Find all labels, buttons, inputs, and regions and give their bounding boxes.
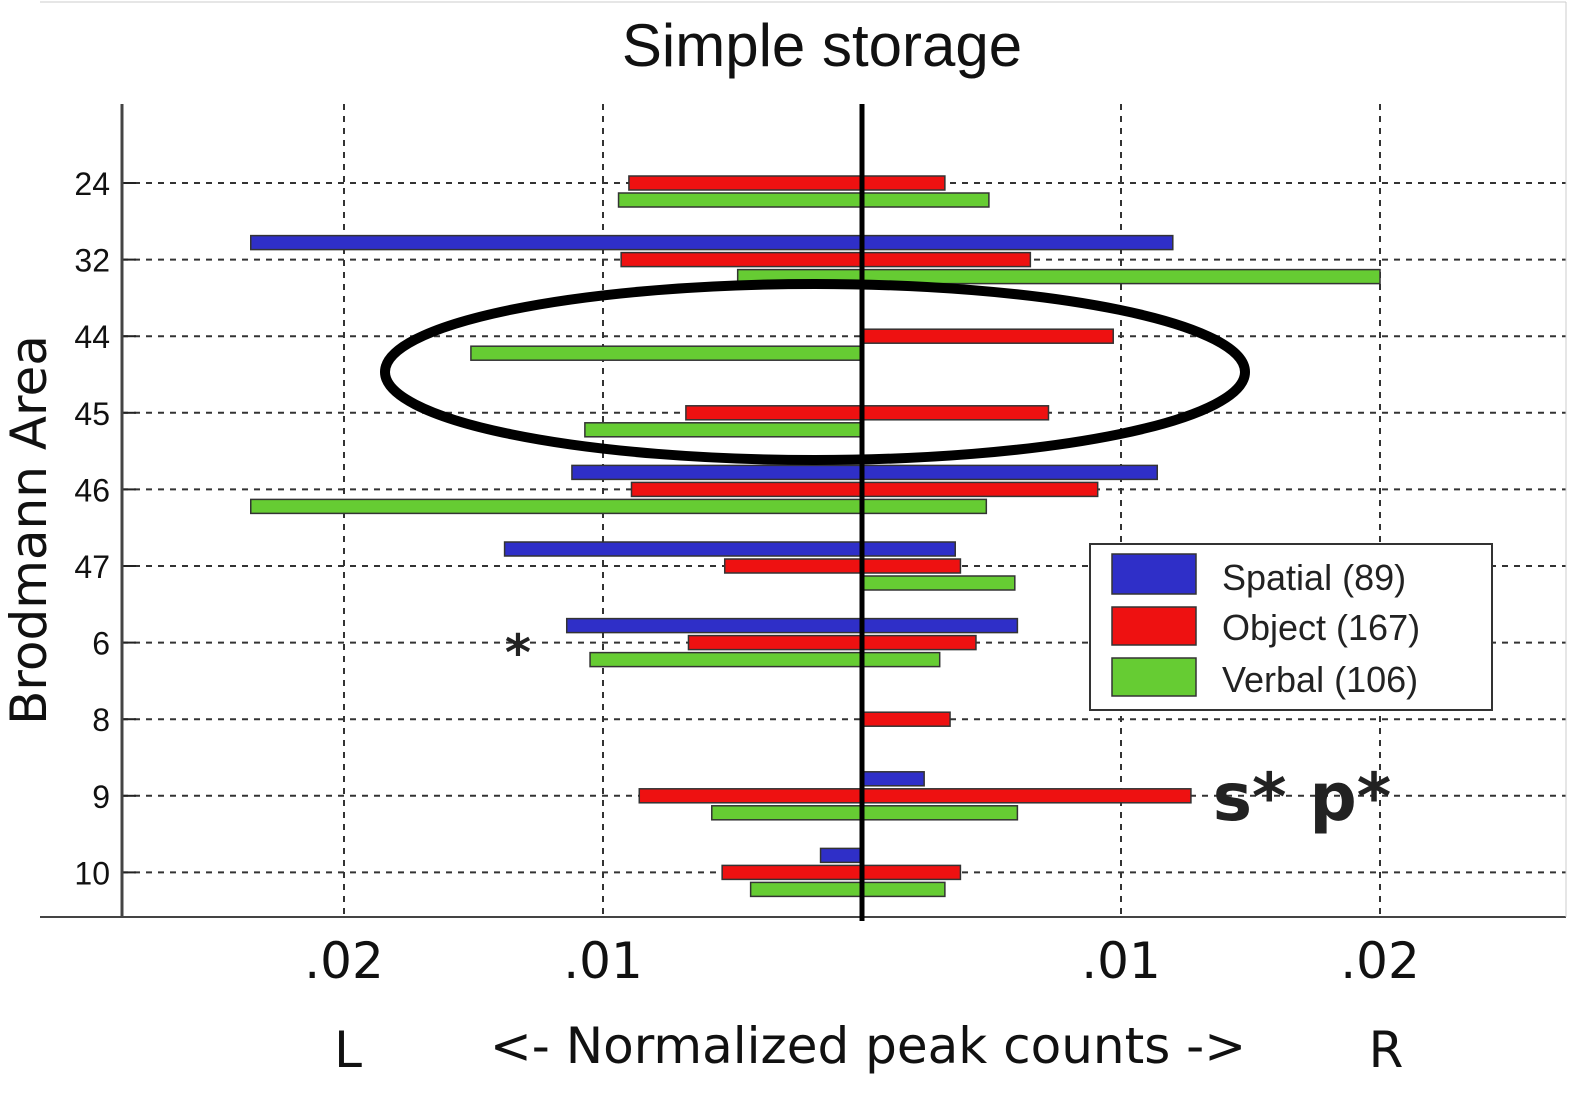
bar-verbal-32-right bbox=[861, 268, 1381, 285]
bar-spatial-32-right bbox=[861, 234, 1174, 251]
legend-label-spatial: Spatial (89) bbox=[1222, 557, 1406, 598]
legend-swatch-object bbox=[1111, 606, 1197, 646]
bar-verbal-46-left bbox=[250, 498, 863, 515]
x-axis-label-right: R bbox=[1369, 1021, 1404, 1079]
annotation-sp: s* p* bbox=[1213, 759, 1392, 836]
bar-spatial-46-left bbox=[571, 464, 863, 481]
bar-object-24-right bbox=[861, 175, 946, 191]
y-tick-label-10: 10 bbox=[74, 855, 110, 891]
y-tick-label-8: 8 bbox=[92, 702, 110, 738]
x-axis-label-left: L bbox=[334, 1021, 362, 1079]
y-tick-label-47: 47 bbox=[74, 549, 110, 585]
x-tick-label-1: .01 bbox=[563, 932, 643, 990]
bar-object-44-right bbox=[861, 328, 1114, 344]
legend-swatch-verbal bbox=[1111, 657, 1197, 697]
bar-spatial-10-left bbox=[819, 847, 863, 864]
bar-verbal-6-left bbox=[589, 651, 863, 668]
bar-verbal-45-left bbox=[584, 422, 863, 438]
bar-verbal-10-left bbox=[749, 881, 863, 898]
bar-spatial-32-left bbox=[250, 234, 863, 251]
y-tick-label-46: 46 bbox=[74, 472, 110, 508]
bar-object-9-left bbox=[638, 788, 863, 804]
axis-layer bbox=[40, 1, 1567, 918]
bar-spatial-47-left bbox=[503, 541, 863, 557]
bar-object-32-left bbox=[620, 251, 863, 268]
bar-object-6-left bbox=[687, 634, 863, 651]
y-tick-label-32: 32 bbox=[74, 243, 110, 279]
legend: Spatial (89) Object (167) Verbal (106) bbox=[1089, 543, 1493, 711]
bar-spatial-6-right bbox=[861, 617, 1019, 634]
x-tick-label-0: .02 bbox=[304, 932, 384, 990]
bar-verbal-10-right bbox=[861, 881, 946, 898]
bar-verbal-46-right bbox=[861, 498, 988, 515]
bar-object-47-right bbox=[861, 558, 962, 574]
bar-object-10-left bbox=[721, 864, 863, 881]
x-tick-labels: .02 .01 .01 .02 bbox=[304, 932, 1420, 990]
bar-verbal-24-left bbox=[617, 192, 863, 208]
y-tick-label-9: 9 bbox=[92, 779, 110, 815]
legend-swatch-spatial bbox=[1111, 553, 1197, 595]
annotation-star: * bbox=[505, 624, 531, 682]
y-tick-labels: 24 32 44 45 46 47 6 8 9 10 bbox=[74, 166, 110, 891]
bar-object-46-left bbox=[630, 481, 863, 498]
legend-label-object: Object (167) bbox=[1222, 607, 1420, 648]
y-tick-label-45: 45 bbox=[74, 396, 110, 432]
bar-object-24-left bbox=[628, 175, 863, 191]
highlight-ellipse bbox=[380, 279, 1250, 465]
bar-spatial-47-right bbox=[861, 541, 956, 557]
bar-object-10-right bbox=[861, 864, 962, 881]
chart-title: Simple storage bbox=[622, 12, 1022, 79]
y-tick-label-44: 44 bbox=[74, 319, 110, 355]
bar-object-45-right bbox=[861, 405, 1050, 421]
bar-verbal-24-right bbox=[861, 192, 990, 208]
y-tick-label-6: 6 bbox=[92, 626, 110, 662]
y-tick-label-24: 24 bbox=[74, 166, 110, 202]
bar-object-8-right bbox=[861, 711, 951, 727]
bar-verbal-6-right bbox=[861, 651, 941, 668]
bar-object-32-right bbox=[861, 251, 1032, 268]
bar-verbal-9-right bbox=[861, 805, 1019, 821]
bar-verbal-9-left bbox=[711, 805, 863, 821]
bar-verbal-47-right bbox=[861, 575, 1016, 591]
x-tick-label-3: .02 bbox=[1340, 932, 1420, 990]
bar-object-9-right bbox=[861, 788, 1192, 804]
bar-spatial-6-left bbox=[565, 617, 863, 634]
bar-object-6-right bbox=[861, 634, 977, 651]
bar-spatial-46-right bbox=[861, 464, 1159, 481]
legend-label-verbal: Verbal (106) bbox=[1222, 659, 1418, 700]
y-axis-label: Brodmann Area bbox=[0, 335, 58, 725]
bar-object-46-right bbox=[861, 481, 1099, 498]
bar-spatial-9-right bbox=[861, 771, 925, 787]
x-tick-label-2: .01 bbox=[1081, 932, 1161, 990]
bar-object-47-left bbox=[723, 558, 863, 574]
bar-object-45-left bbox=[685, 405, 863, 421]
x-axis-label: <- Normalized peak counts -> bbox=[490, 1017, 1246, 1075]
bar-verbal-44-left bbox=[470, 345, 863, 361]
